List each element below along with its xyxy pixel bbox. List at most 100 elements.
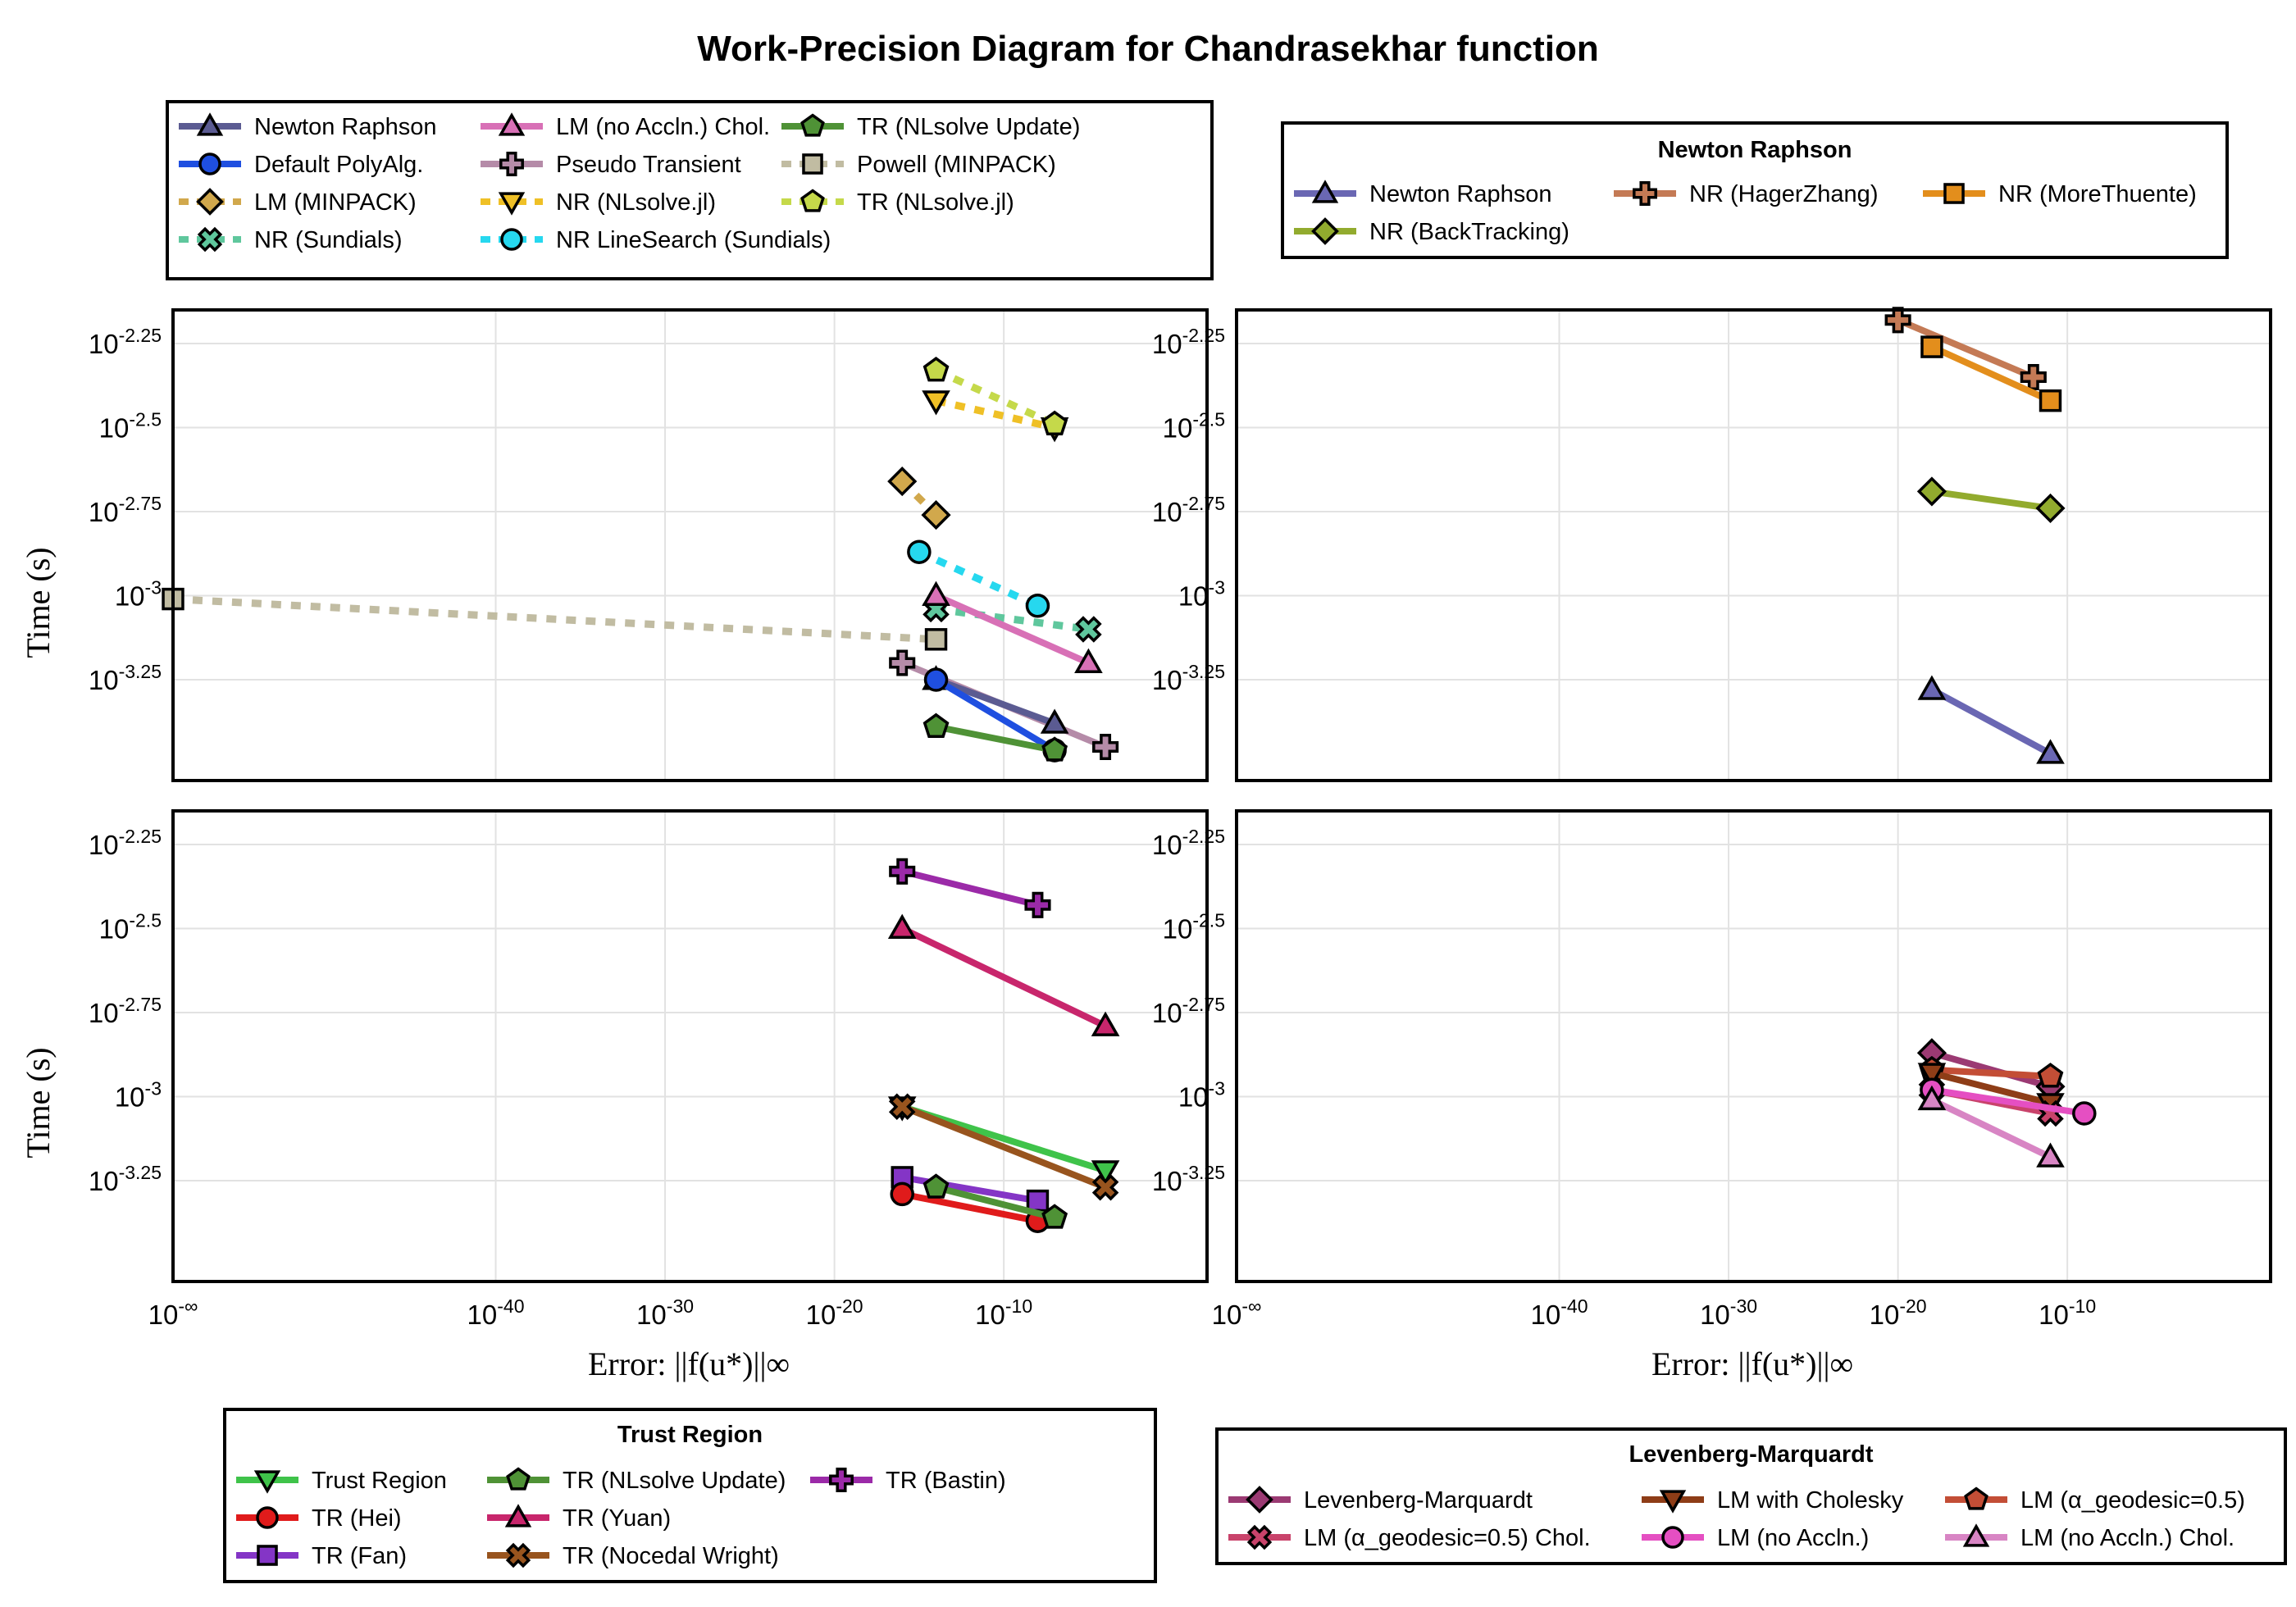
- series-line: [1930, 1049, 2052, 1090]
- data-point: [2020, 363, 2047, 391]
- legend-label: LM (α_geodesic=0.5) Chol.: [1304, 1525, 1591, 1551]
- y-tick-label: 10-3.25: [89, 1162, 162, 1196]
- legend-label: Trust Region: [312, 1468, 447, 1494]
- legend-marker: [506, 1467, 531, 1491]
- legend-trust-region: Trust Region Trust Region TR (Hei) TR (Fan)…: [223, 1408, 1157, 1583]
- series-line: [935, 723, 1055, 754]
- y-tick-label: 10-2.75: [89, 994, 162, 1028]
- data-point: [889, 649, 916, 676]
- legend-marker: [1943, 183, 1965, 204]
- data-point: [1040, 708, 1069, 734]
- series-line: [901, 867, 1039, 908]
- x-tick-label: 10-10: [2039, 1295, 2096, 1330]
- legend-label: TR (NLsolve Update): [857, 114, 1080, 140]
- legend-marker: [505, 1542, 531, 1568]
- data-point: [907, 539, 932, 564]
- data-point: [1091, 1011, 1120, 1036]
- y-tick-label: 10-2.25: [89, 826, 162, 860]
- legend-marker: [498, 112, 526, 136]
- y-tick-label: 10-3.25: [1152, 1162, 1225, 1196]
- legend-label: Pseudo Transient: [556, 152, 741, 178]
- plot-frame: [171, 809, 1209, 1283]
- legend-marker: [1661, 1526, 1684, 1549]
- legend-marker: [257, 1545, 278, 1566]
- series-line: [935, 1184, 1056, 1221]
- legend-marker: [1962, 1523, 1990, 1547]
- legend-label: NR (Sundials): [254, 227, 403, 253]
- data-point: [2036, 1142, 2065, 1168]
- y-axis-label-bottom: Time (s): [20, 1047, 57, 1158]
- legend-label: TR (Bastin): [886, 1468, 1006, 1494]
- y-tick-label: 10-3: [115, 1078, 162, 1113]
- data-point: [922, 580, 950, 606]
- x-tick-label: 10-30: [1700, 1295, 1757, 1330]
- y-tick-label: 10-2.25: [89, 325, 162, 359]
- legend-label: TR (Nocedal Wright): [563, 1543, 779, 1569]
- data-point: [2039, 389, 2062, 412]
- y-axis-label-top: Time (s): [20, 547, 57, 658]
- legend-marker: [196, 188, 224, 216]
- y-tick-label: 10-2.5: [1163, 409, 1225, 444]
- data-point: [1092, 733, 1119, 761]
- data-point: [1091, 1160, 1120, 1186]
- legend-marker: [1246, 1524, 1273, 1550]
- data-point: [890, 1181, 914, 1207]
- data-point: [2037, 1063, 2064, 1088]
- data-point: [1024, 891, 1051, 918]
- legend-label: LM (α_geodesic=0.5): [2020, 1487, 2245, 1514]
- legend-title: Newton Raphson: [1658, 137, 1852, 163]
- legend-marker: [1246, 1486, 1273, 1514]
- x-tick-label: 10-20: [1870, 1295, 1927, 1330]
- series-line: [1931, 488, 2052, 512]
- data-point: [922, 357, 950, 382]
- legend-label: LM (no Accln.) Chol.: [556, 114, 770, 140]
- series-line: [900, 1104, 1107, 1190]
- data-point: [1026, 1189, 1050, 1213]
- x-tick-label: 10-40: [467, 1295, 525, 1330]
- legend-box: [1281, 121, 2229, 259]
- legend-marker: [1964, 1486, 1988, 1510]
- data-point: [887, 467, 918, 497]
- data-point: [921, 500, 951, 530]
- x-tick-label: 10-30: [636, 1295, 694, 1330]
- data-point: [1916, 476, 1947, 507]
- data-point: [1091, 1173, 1119, 1201]
- y-tick-label: 10-3.25: [89, 661, 162, 695]
- legend-label: TR (Fan): [312, 1543, 407, 1569]
- legend-box: [166, 100, 1214, 280]
- legend-label: NR (HagerZhang): [1689, 181, 1878, 207]
- panel-top-right: 10-2.25 10-2.5 10-2.75 10-3 10-3.25: [1152, 307, 2272, 782]
- series-line: [172, 595, 936, 644]
- data-point: [888, 1093, 916, 1121]
- x-tick-label: 10-20: [806, 1295, 863, 1330]
- legend-label: TR (NLsolve.jl): [857, 189, 1014, 216]
- data-point: [1075, 616, 1102, 643]
- legend-marker: [1633, 181, 1657, 206]
- legend-label: NR (BackTracking): [1369, 219, 1569, 245]
- series-line: [918, 549, 1040, 609]
- legend-marker: [504, 1504, 532, 1527]
- y-axis-label: Time (s): [20, 547, 57, 658]
- data-point: [922, 390, 950, 416]
- series-line: [1930, 686, 2052, 757]
- legend-label: Powell (MINPACK): [857, 152, 1056, 178]
- data-point: [924, 628, 948, 651]
- legend-label: LM (no Accln.): [1717, 1525, 1869, 1551]
- y-tick-label: 10-3.25: [1152, 661, 1225, 695]
- legend-label: LM (MINPACK): [254, 189, 417, 216]
- plot-frame: [1235, 809, 2272, 1283]
- legend-main: Newton Raphson Default PolyAlg. LM (MINPAC…: [166, 100, 1214, 280]
- legend-marker: [498, 192, 526, 216]
- legend-label: TR (Hei): [312, 1505, 402, 1532]
- legend-marker: [253, 1470, 281, 1494]
- legend-label: LM (no Accln.) Chol.: [2020, 1525, 2234, 1551]
- panel-top-left: 10-2.25 10-2.5 10-2.75 10-3 10-3.25: [89, 308, 1209, 782]
- y-axis-label: Time (s): [20, 1047, 57, 1158]
- legend-label: Levenberg-Marquardt: [1304, 1487, 1533, 1514]
- figure-title: Work-Precision Diagram for Chandrasekhar…: [697, 29, 1598, 69]
- legend-marker: [800, 113, 825, 137]
- legend-marker: [500, 228, 523, 251]
- y-tick-label: 10-2.25: [1152, 325, 1225, 359]
- legend-box: [223, 1408, 1157, 1583]
